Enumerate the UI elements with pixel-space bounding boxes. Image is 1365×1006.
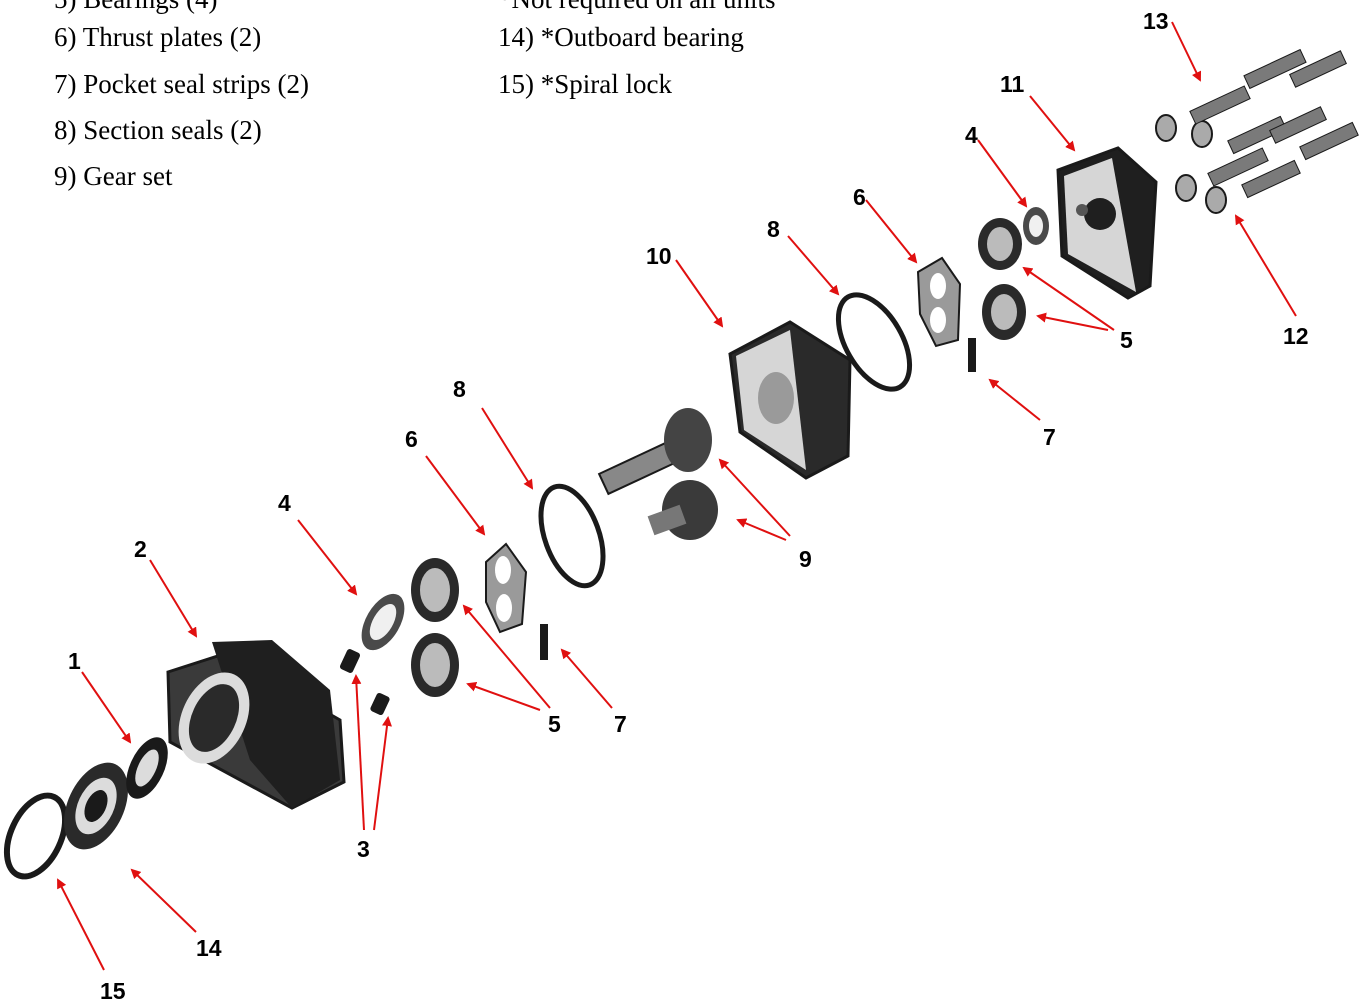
section-seal-part-rear (835, 292, 913, 392)
legend-note-not-required: *Not required on all units (498, 0, 775, 13)
arrow-5-rear-a (1022, 266, 1115, 331)
callout-6-front: 6 (405, 426, 418, 452)
callout-3: 3 (357, 836, 370, 862)
thrust-plate-part-rear (916, 256, 962, 348)
outboard-bearing-part (64, 762, 128, 850)
legend-item-thrust-plates: 6) Thrust plates (2) (54, 22, 262, 52)
callout-9: 9 (799, 546, 812, 572)
legend-item-section-seals: 8) Section seals (2) (54, 115, 262, 145)
callout-1: 1 (68, 648, 81, 674)
pocket-seal-strip-part-rear (968, 338, 976, 372)
callout-13: 13 (1143, 8, 1169, 34)
arrow-4-front (297, 519, 358, 596)
arrow-1 (81, 671, 132, 744)
callout-4-front: 4 (278, 490, 291, 516)
callout-8-front: 8 (453, 376, 466, 402)
legend-item-gear-set: 9) Gear set (54, 161, 173, 191)
callout-4-rear: 4 (965, 122, 978, 148)
arrow-15 (57, 878, 105, 971)
arrow-7-rear (988, 378, 1041, 421)
pump-body-part (728, 320, 852, 480)
arrow-5-rear-b (1036, 312, 1109, 331)
arrow-13 (1171, 21, 1202, 82)
callout-5-rear: 5 (1120, 327, 1133, 353)
callout-8-rear: 8 (767, 216, 780, 242)
legend-item-outboard-bearing: 14) *Outboard bearing (498, 22, 744, 52)
callout-11: 11 (1000, 71, 1025, 97)
callout-14: 14 (196, 935, 222, 961)
arrow-6-front (425, 455, 486, 536)
arrow-8-front (481, 407, 534, 490)
arrow-2 (149, 559, 198, 638)
arrow-10 (675, 259, 724, 328)
arrow-14 (130, 868, 197, 933)
arrow-5-front-b (466, 682, 541, 711)
gear-set-part (597, 408, 718, 540)
callout-7-front: 7 (614, 711, 627, 737)
callout-12: 12 (1283, 323, 1309, 349)
thrust-plate-part-front (485, 542, 528, 634)
callout-arrows (57, 21, 1297, 971)
callout-2: 2 (134, 536, 147, 562)
arrow-4-rear (977, 139, 1028, 208)
washer-part-front (361, 593, 405, 651)
dowel-pins-part (339, 649, 390, 716)
shaft-seal-part (126, 737, 168, 799)
washer-part-rear (1023, 207, 1049, 245)
arrow-8-rear (787, 235, 840, 296)
arrow-6-rear (865, 199, 918, 264)
end-cover-part (1056, 146, 1158, 300)
arrow-7-front (560, 648, 613, 709)
arrow-3a (351, 674, 365, 831)
legend-item-bearings: 5) Bearings (4) (54, 0, 217, 13)
arrow-5-front-a (462, 604, 551, 709)
legend-item-spiral-lock: 15) *Spiral lock (498, 69, 672, 99)
section-seal-part-front (538, 483, 606, 589)
spiral-lock-part (3, 792, 69, 880)
arrow-9a (718, 458, 791, 537)
arrow-12 (1234, 214, 1297, 317)
callout-10: 10 (646, 243, 672, 269)
arrow-3b (373, 716, 392, 831)
arrow-11 (1029, 95, 1076, 152)
callout-15: 15 (100, 978, 126, 1004)
callout-7-rear: 7 (1043, 424, 1056, 450)
bearings-part-rear (978, 218, 1026, 340)
mounting-flange-part (166, 640, 346, 810)
washers-part (1155, 114, 1227, 214)
callout-6-rear: 6 (853, 184, 866, 210)
arrow-9b (736, 518, 787, 541)
pocket-seal-strip-part-front (540, 624, 548, 660)
bearings-part-front (411, 558, 459, 697)
callout-5-front: 5 (548, 711, 561, 737)
bolts-part (1189, 48, 1359, 199)
legend-item-pocket-seal-strips: 7) Pocket seal strips (2) (54, 69, 309, 99)
